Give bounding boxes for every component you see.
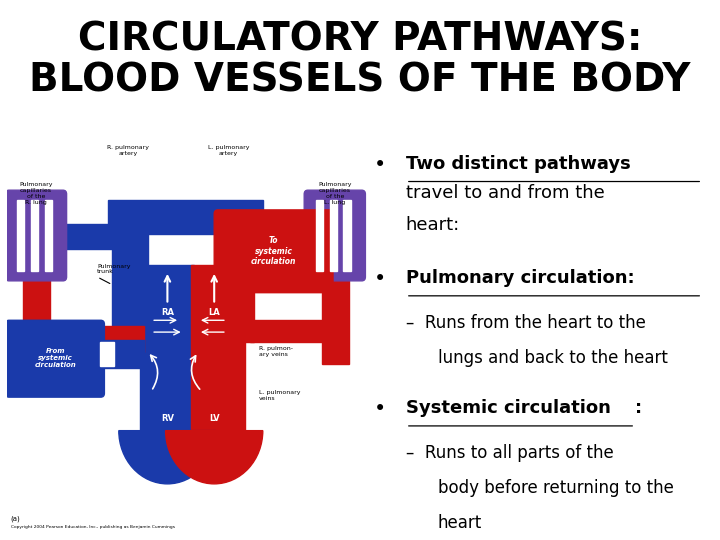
Text: Pulmonary circulation:: Pulmonary circulation: bbox=[406, 269, 634, 287]
Bar bbox=[17, 200, 24, 271]
FancyBboxPatch shape bbox=[215, 210, 333, 293]
Bar bbox=[140, 265, 194, 431]
Bar bbox=[23, 257, 50, 368]
Wedge shape bbox=[119, 431, 216, 484]
Text: •: • bbox=[374, 399, 387, 419]
Bar bbox=[343, 200, 351, 271]
Text: :: : bbox=[635, 399, 642, 417]
Text: •: • bbox=[374, 269, 387, 289]
Text: lungs and back to the heart: lungs and back to the heart bbox=[438, 349, 667, 367]
Text: –  Runs from the heart to the: – Runs from the heart to the bbox=[406, 314, 646, 332]
Bar bbox=[50, 326, 144, 352]
Text: LV: LV bbox=[209, 414, 220, 423]
FancyBboxPatch shape bbox=[6, 320, 104, 397]
Bar bbox=[230, 279, 254, 342]
Bar bbox=[100, 342, 114, 366]
Bar bbox=[31, 200, 38, 271]
Bar bbox=[63, 224, 114, 249]
Wedge shape bbox=[166, 431, 263, 484]
Text: body before returning to the: body before returning to the bbox=[438, 479, 673, 497]
Bar bbox=[191, 265, 245, 431]
Text: RV: RV bbox=[161, 414, 174, 423]
Text: RA: RA bbox=[161, 308, 174, 317]
Bar bbox=[251, 320, 324, 342]
Text: CIRCULATORY PATHWAYS:
BLOOD VESSELS OF THE BODY: CIRCULATORY PATHWAYS: BLOOD VESSELS OF T… bbox=[30, 20, 690, 99]
Bar bbox=[216, 230, 252, 332]
FancyBboxPatch shape bbox=[304, 190, 365, 281]
Text: travel to and from the: travel to and from the bbox=[406, 184, 605, 202]
Bar bbox=[330, 200, 337, 271]
Bar bbox=[258, 216, 310, 241]
Text: heart:: heart: bbox=[406, 216, 460, 234]
Text: •: • bbox=[374, 155, 387, 175]
Text: heart: heart bbox=[438, 514, 482, 532]
Text: R. pulmonary
artery: R. pulmonary artery bbox=[107, 145, 149, 156]
Text: Two distinct pathways: Two distinct pathways bbox=[406, 155, 631, 173]
Bar bbox=[101, 340, 144, 368]
Text: L. pulmonary
artery: L. pulmonary artery bbox=[208, 145, 249, 156]
Bar bbox=[112, 230, 148, 356]
Bar bbox=[323, 257, 349, 363]
Text: L. pulmonary
veins: L. pulmonary veins bbox=[259, 390, 301, 401]
Text: Systemic circulation: Systemic circulation bbox=[406, 399, 611, 417]
FancyBboxPatch shape bbox=[6, 190, 66, 281]
Bar bbox=[108, 200, 263, 233]
Bar bbox=[45, 200, 52, 271]
Text: Copyright 2004 Pearson Education, Inc., publishing as Benjamin Cummings: Copyright 2004 Pearson Education, Inc., … bbox=[11, 525, 175, 529]
Text: To
systemic
circulation: To systemic circulation bbox=[251, 237, 297, 266]
Text: (a): (a) bbox=[11, 515, 21, 522]
Text: From
systemic
circulation: From systemic circulation bbox=[35, 348, 76, 368]
Text: R. pulmon-
ary veins: R. pulmon- ary veins bbox=[259, 347, 293, 357]
Text: Pulmonary
capillaries
of the
R. lung: Pulmonary capillaries of the R. lung bbox=[19, 183, 53, 205]
Bar bbox=[316, 200, 323, 271]
Text: Pulmonary
trunk: Pulmonary trunk bbox=[97, 264, 131, 274]
Text: LA: LA bbox=[208, 308, 220, 317]
Text: Pulmonary
capillaries
of the
L. lung: Pulmonary capillaries of the L. lung bbox=[318, 183, 351, 205]
Text: –  Runs to all parts of the: – Runs to all parts of the bbox=[406, 444, 613, 462]
